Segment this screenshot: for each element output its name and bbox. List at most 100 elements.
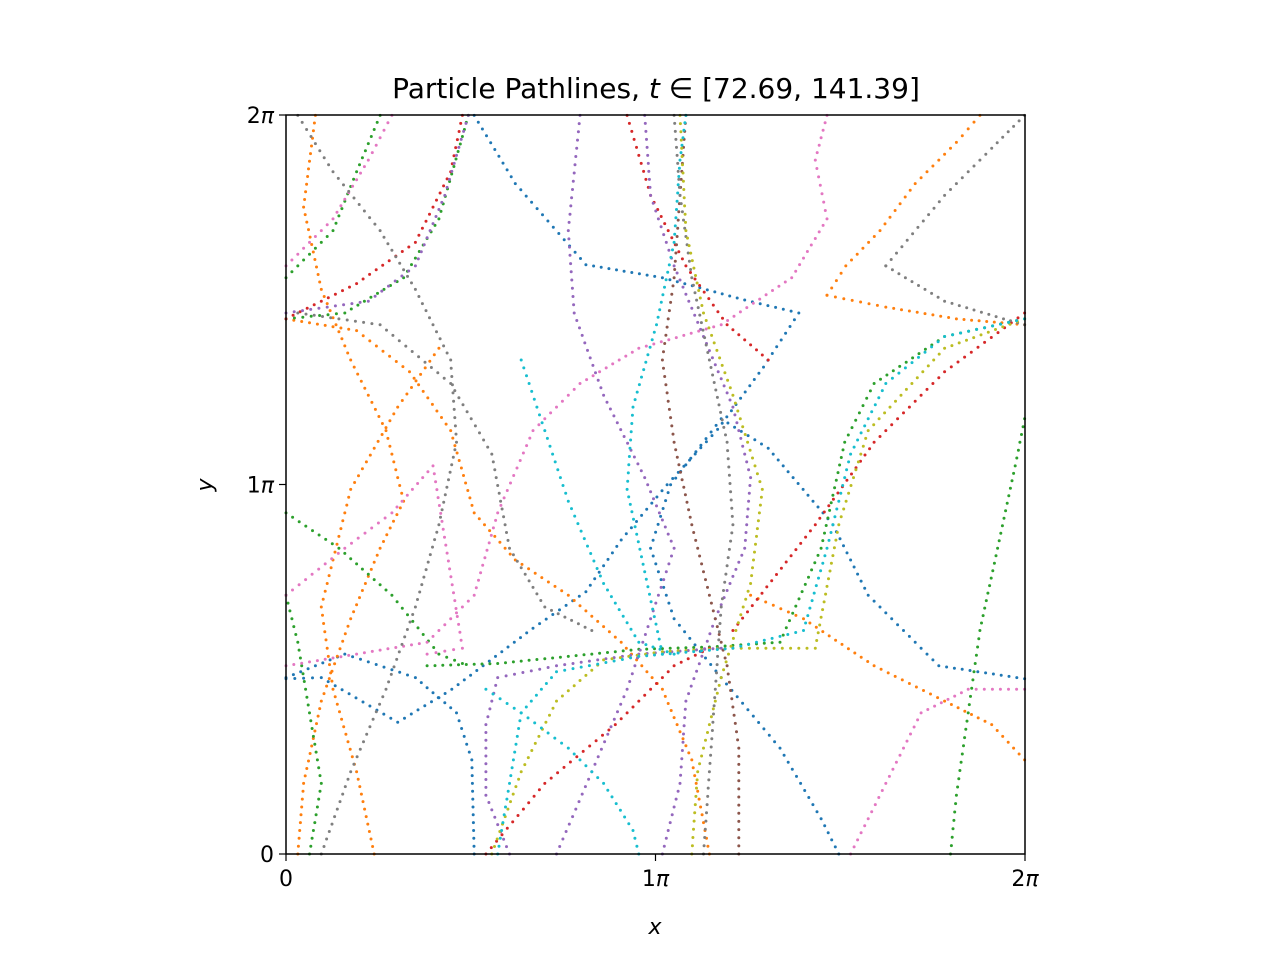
path-point — [484, 770, 488, 774]
path-point — [450, 169, 454, 173]
path-point — [405, 628, 409, 631]
path-point — [664, 570, 668, 574]
path-point — [991, 569, 995, 573]
path-point — [931, 382, 935, 385]
path-point — [733, 413, 737, 417]
path-point — [973, 662, 977, 665]
path-point — [505, 531, 508, 534]
path-point — [313, 258, 317, 261]
path-point — [675, 145, 678, 149]
path-point — [705, 639, 709, 643]
path-point — [681, 737, 685, 741]
path-point — [572, 387, 576, 391]
path-point — [727, 473, 731, 477]
path-point — [313, 729, 317, 733]
path-point — [595, 567, 599, 570]
path-point — [923, 347, 927, 351]
path-point — [803, 582, 807, 586]
path-point — [527, 801, 531, 805]
path-point — [711, 609, 715, 613]
path-point — [741, 701, 745, 705]
path-point — [336, 176, 340, 180]
path-point — [436, 496, 440, 500]
path-point — [837, 523, 841, 527]
path-point — [330, 679, 334, 683]
path-point — [551, 656, 555, 660]
path-point — [894, 760, 898, 764]
path-point — [571, 662, 575, 665]
path-point — [644, 643, 648, 647]
path-point — [726, 421, 730, 425]
path-point — [893, 674, 897, 678]
path-point — [356, 777, 360, 781]
path-point — [458, 142, 462, 146]
path-point — [407, 269, 411, 273]
path-point — [445, 177, 449, 181]
path-point — [611, 362, 615, 366]
path-point — [690, 276, 694, 280]
path-point — [801, 487, 805, 491]
path-point — [361, 277, 365, 281]
path-point — [506, 538, 510, 542]
path-point — [288, 609, 292, 613]
path-point — [319, 287, 323, 291]
path-point — [711, 624, 715, 628]
path-point — [900, 308, 903, 312]
path-point — [735, 730, 738, 734]
path-point — [346, 351, 350, 355]
path-point — [724, 433, 727, 437]
path-point — [355, 652, 359, 656]
path-point — [464, 663, 468, 666]
path-point — [976, 670, 980, 674]
path-point — [323, 323, 327, 327]
path-point — [710, 356, 714, 360]
path-point — [567, 220, 571, 224]
path-point — [902, 411, 905, 415]
path-point — [433, 664, 437, 668]
path-point — [904, 387, 908, 391]
path-point — [707, 326, 711, 330]
path-point — [977, 319, 981, 323]
path-point — [498, 697, 502, 701]
path-point — [512, 706, 516, 710]
path-point — [602, 625, 606, 629]
path-point — [966, 127, 970, 131]
path-point — [774, 305, 778, 309]
path-point — [368, 272, 372, 276]
path-point — [322, 692, 326, 696]
path-point — [318, 280, 322, 284]
path-point — [994, 315, 998, 319]
path-point — [816, 631, 820, 635]
path-point — [709, 663, 713, 666]
path-point — [703, 336, 707, 340]
path-point — [483, 556, 487, 560]
path-point — [984, 599, 988, 603]
path-point — [937, 376, 941, 380]
path-point — [450, 463, 454, 467]
path-point — [583, 625, 587, 629]
path-point — [739, 429, 743, 433]
path-point — [558, 655, 562, 659]
path-point — [749, 476, 753, 480]
path-point — [313, 235, 317, 238]
path-point — [439, 511, 443, 515]
path-point — [437, 523, 441, 527]
pathline-series-35 — [496, 317, 1027, 856]
path-point — [965, 338, 968, 342]
path-point — [968, 669, 972, 672]
path-point — [517, 727, 521, 730]
path-point — [431, 691, 435, 695]
pathline-series-2 — [284, 652, 476, 856]
path-point — [652, 330, 656, 334]
path-point — [910, 382, 914, 385]
path-point — [337, 317, 341, 321]
path-point — [494, 654, 497, 658]
path-point — [540, 576, 544, 580]
path-point — [762, 641, 766, 645]
path-point — [544, 617, 548, 621]
path-point — [648, 185, 652, 189]
path-point — [366, 574, 370, 578]
path-point — [340, 688, 344, 692]
path-point — [751, 714, 755, 718]
path-point — [548, 713, 551, 717]
